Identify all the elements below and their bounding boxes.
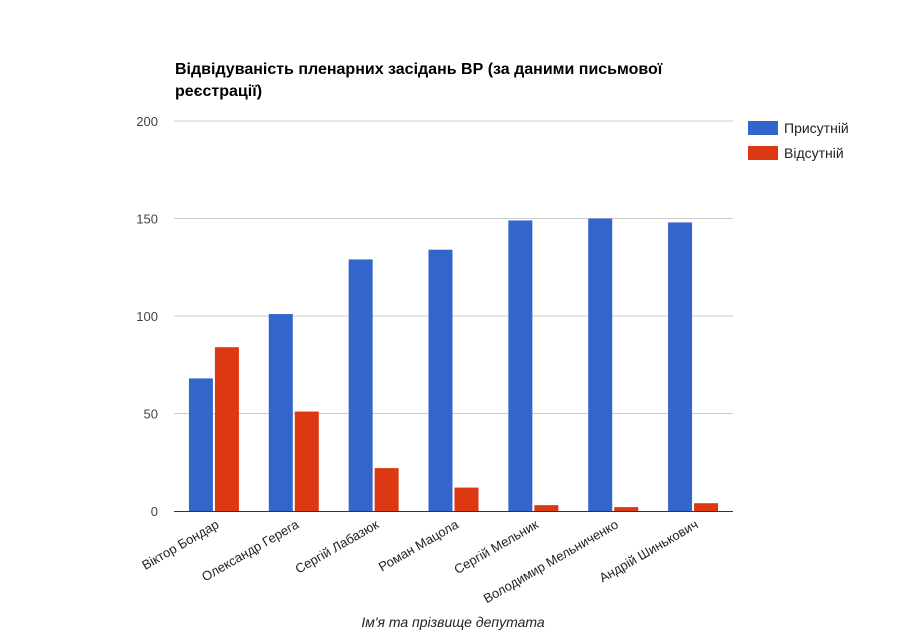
y-tick-label: 200	[136, 114, 158, 129]
bar-absent	[294, 411, 319, 511]
x-tick-label: Володимир Мельниченко	[481, 517, 621, 606]
y-tick-label: 100	[136, 309, 158, 324]
gridlines	[174, 120, 733, 414]
bar-absent	[694, 503, 719, 511]
legend-swatch	[748, 121, 778, 135]
bar-absent	[454, 487, 479, 511]
bar-present	[668, 222, 693, 511]
chart-title-line-1: Відвідуваність пленарних засідань ВР (за…	[175, 61, 663, 78]
bar-present	[348, 259, 373, 511]
chart-title: Відвідуваність пленарних засідань ВР (за…	[175, 61, 663, 100]
bars	[188, 218, 719, 511]
legend-swatch	[748, 146, 778, 160]
legend-label: Відсутній	[784, 145, 844, 161]
y-tick-label: 50	[144, 407, 158, 422]
y-tick-label: 0	[151, 504, 158, 519]
x-tick-label: Сергій Лабазюк	[292, 516, 381, 576]
bar-absent	[214, 347, 239, 511]
bar-absent	[374, 468, 399, 511]
bar-present	[588, 218, 613, 511]
legend-label: Присутній	[784, 120, 849, 136]
y-axis-ticks: 0 50 100 150 200	[136, 114, 158, 519]
legend: Присутній Відсутній	[748, 120, 849, 161]
bar-present	[188, 378, 213, 511]
bar-absent	[534, 505, 559, 511]
bar-present	[508, 220, 533, 511]
y-tick-label: 150	[136, 212, 158, 227]
bar-absent	[614, 507, 639, 511]
x-tick-label: Роман Мацола	[376, 516, 462, 574]
bar-present	[268, 314, 293, 511]
x-tick-label: Віктор Бондар	[139, 517, 221, 573]
x-axis-label: Ім'я та прізвище депутата	[361, 614, 545, 630]
chart-title-line-2: реєстрації)	[175, 83, 262, 100]
bar-present	[428, 249, 453, 511]
